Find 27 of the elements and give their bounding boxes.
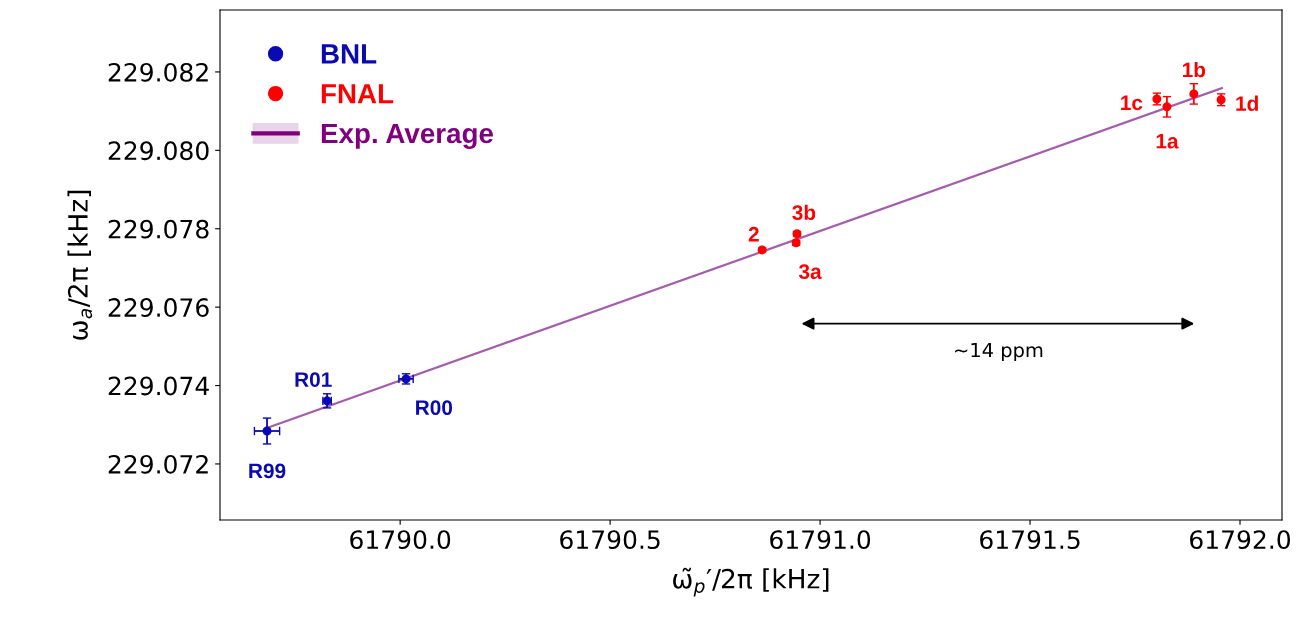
annotation: R01 [295, 372, 332, 387]
y-tick-label: 229.078 [108, 219, 209, 239]
y-tick-label: 229.082 [108, 62, 208, 82]
annotation: 1d [1236, 95, 1258, 111]
legend-label: Exp. Average [321, 123, 493, 149]
annotation: 3a [798, 264, 822, 280]
y-tick-label: 229.072 [108, 454, 208, 474]
annotation: R99 [249, 463, 286, 479]
y-tick-label: 229.080 [108, 141, 209, 161]
legend-label: BNL [321, 44, 377, 64]
annotation: 3b [792, 204, 816, 221]
x-axis-title: ω̃$_{p}$′/2π [kHz] [673, 567, 829, 597]
x-tick-label: 61790.5 [560, 530, 660, 550]
annotation: 1c [1121, 95, 1143, 111]
annotation: 1b [1182, 61, 1206, 78]
annotation: ~14 ppm [955, 342, 1043, 362]
y-tick-label: 229.074 [108, 376, 209, 396]
y-tick-label: 229.076 [108, 298, 209, 317]
x-tick-label: 61791.5 [980, 530, 1080, 550]
x-tick-label: 61791.0 [770, 530, 871, 550]
annotation: 1a [1156, 133, 1179, 149]
annotation: 2 [748, 226, 759, 242]
x-tick-label: 61792.0 [1190, 530, 1291, 550]
legend-label: FNAL [321, 84, 394, 104]
annotation: R00 [416, 400, 453, 416]
x-tick-label: 61790.0 [350, 530, 451, 550]
y-axis-title: ω$_{a}$/2π [kHz] [67, 190, 93, 340]
